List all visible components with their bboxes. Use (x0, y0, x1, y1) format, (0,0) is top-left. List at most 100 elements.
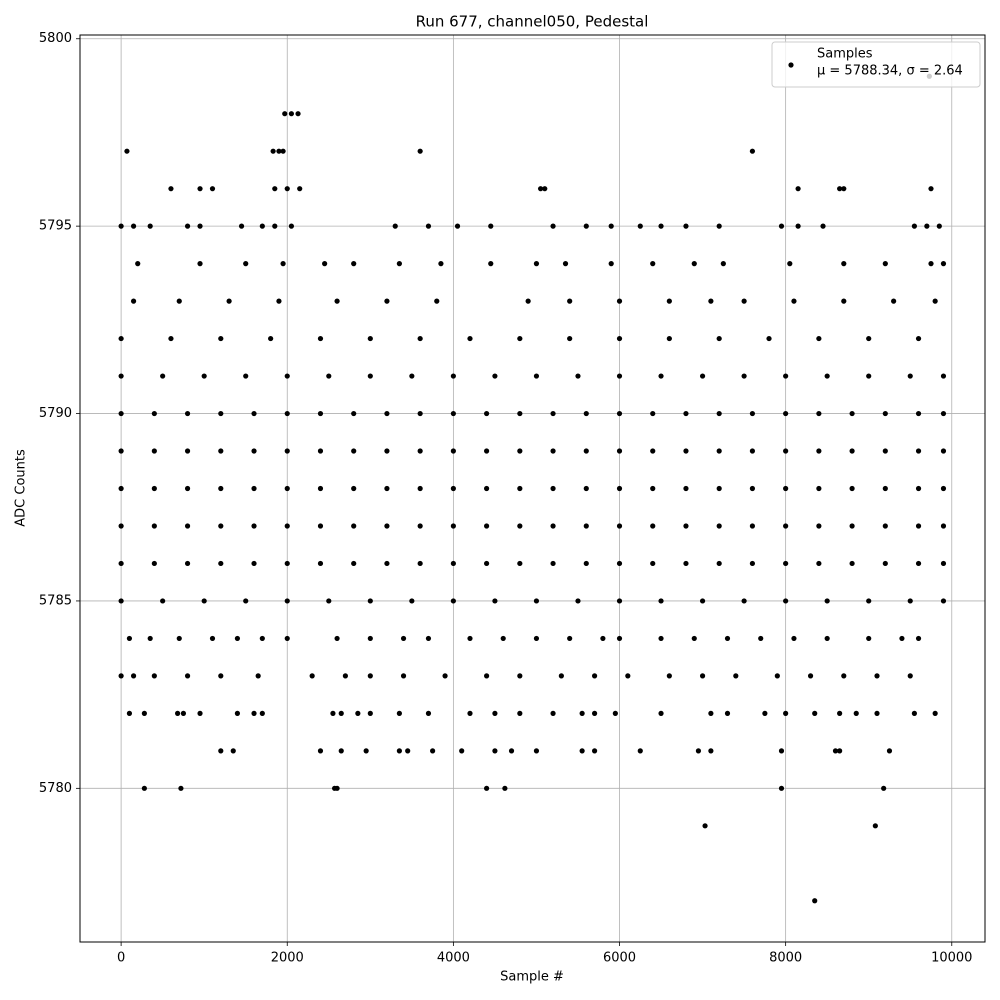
data-point (425, 223, 432, 229)
data-point (533, 261, 540, 267)
data-point (218, 673, 224, 679)
data-point (168, 186, 174, 192)
data-point (317, 485, 324, 492)
data-point (550, 523, 556, 529)
data-point (616, 523, 623, 529)
data-point (683, 523, 689, 529)
data-point (218, 485, 224, 492)
data-point (783, 448, 789, 454)
data-point (816, 560, 822, 567)
data-point (502, 785, 508, 791)
data-point (716, 485, 722, 492)
data-point (866, 335, 872, 342)
data-point (517, 448, 523, 454)
data-point (151, 560, 157, 567)
data-point (575, 373, 581, 379)
data-point (774, 673, 780, 679)
data-point (130, 223, 137, 229)
data-point (450, 523, 456, 529)
data-point (417, 335, 423, 342)
data-point (924, 223, 930, 229)
data-point (367, 635, 373, 642)
data-point (201, 598, 207, 604)
data-point (284, 523, 290, 529)
data-point (708, 298, 714, 304)
data-point (716, 410, 722, 417)
data-point (812, 898, 818, 904)
data-point (812, 710, 818, 716)
data-point (417, 410, 423, 417)
data-point (151, 410, 157, 417)
data-point (417, 485, 423, 492)
data-point (118, 523, 124, 529)
data-point (338, 748, 344, 754)
data-point (280, 261, 286, 267)
data-point (708, 710, 714, 716)
data-point (907, 673, 913, 679)
data-point (317, 410, 324, 417)
data-point (550, 448, 556, 454)
data-point (450, 410, 456, 417)
data-point (218, 410, 224, 417)
data-point (151, 523, 157, 529)
data-point (160, 598, 166, 604)
data-point (508, 748, 515, 754)
data-point (807, 673, 814, 679)
data-point (517, 710, 523, 716)
data-point (351, 560, 357, 567)
data-point (820, 223, 826, 229)
data-point (425, 635, 432, 642)
data-point (367, 710, 373, 716)
data-point (932, 298, 938, 304)
data-point (317, 748, 324, 754)
y-tick-label: 5780 (39, 781, 72, 796)
data-point (550, 410, 556, 417)
data-point (699, 373, 706, 379)
data-point (882, 560, 888, 567)
data-point (492, 373, 498, 379)
data-point (500, 635, 506, 642)
data-point (749, 410, 756, 417)
data-point (616, 410, 623, 417)
x-tick-label: 10000 (931, 951, 972, 966)
data-point (484, 410, 490, 417)
data-point (400, 673, 407, 679)
data-point (405, 748, 411, 754)
data-point (550, 223, 556, 229)
data-point (940, 410, 947, 417)
data-point (716, 335, 722, 342)
data-point (791, 298, 797, 304)
data-point (243, 373, 249, 379)
data-point (197, 261, 203, 267)
data-point (616, 448, 623, 454)
data-point (616, 373, 623, 379)
data-point (795, 186, 801, 192)
data-point (940, 598, 947, 604)
data-point (915, 635, 922, 642)
data-point (783, 373, 789, 379)
data-point (550, 710, 556, 716)
data-point (583, 560, 589, 567)
data-point (251, 410, 257, 417)
data-point (284, 560, 290, 567)
data-point (351, 485, 357, 492)
data-point (492, 748, 498, 754)
data-point (778, 748, 785, 754)
data-point (882, 448, 888, 454)
data-point (579, 710, 585, 716)
data-point (297, 186, 303, 192)
data-point (180, 710, 187, 716)
data-point (342, 673, 348, 679)
x-tick-label: 0 (117, 951, 125, 966)
data-point (396, 710, 402, 716)
data-point (899, 635, 905, 642)
data-point (467, 335, 473, 342)
data-point (583, 485, 589, 492)
data-point (741, 598, 747, 604)
legend-box (771, 41, 981, 88)
data-point (168, 335, 174, 342)
data-point (492, 598, 498, 604)
chart-title: Run 677, channel050, Pedestal (416, 13, 649, 31)
data-point (841, 673, 847, 679)
x-tick-label: 4000 (437, 951, 470, 966)
